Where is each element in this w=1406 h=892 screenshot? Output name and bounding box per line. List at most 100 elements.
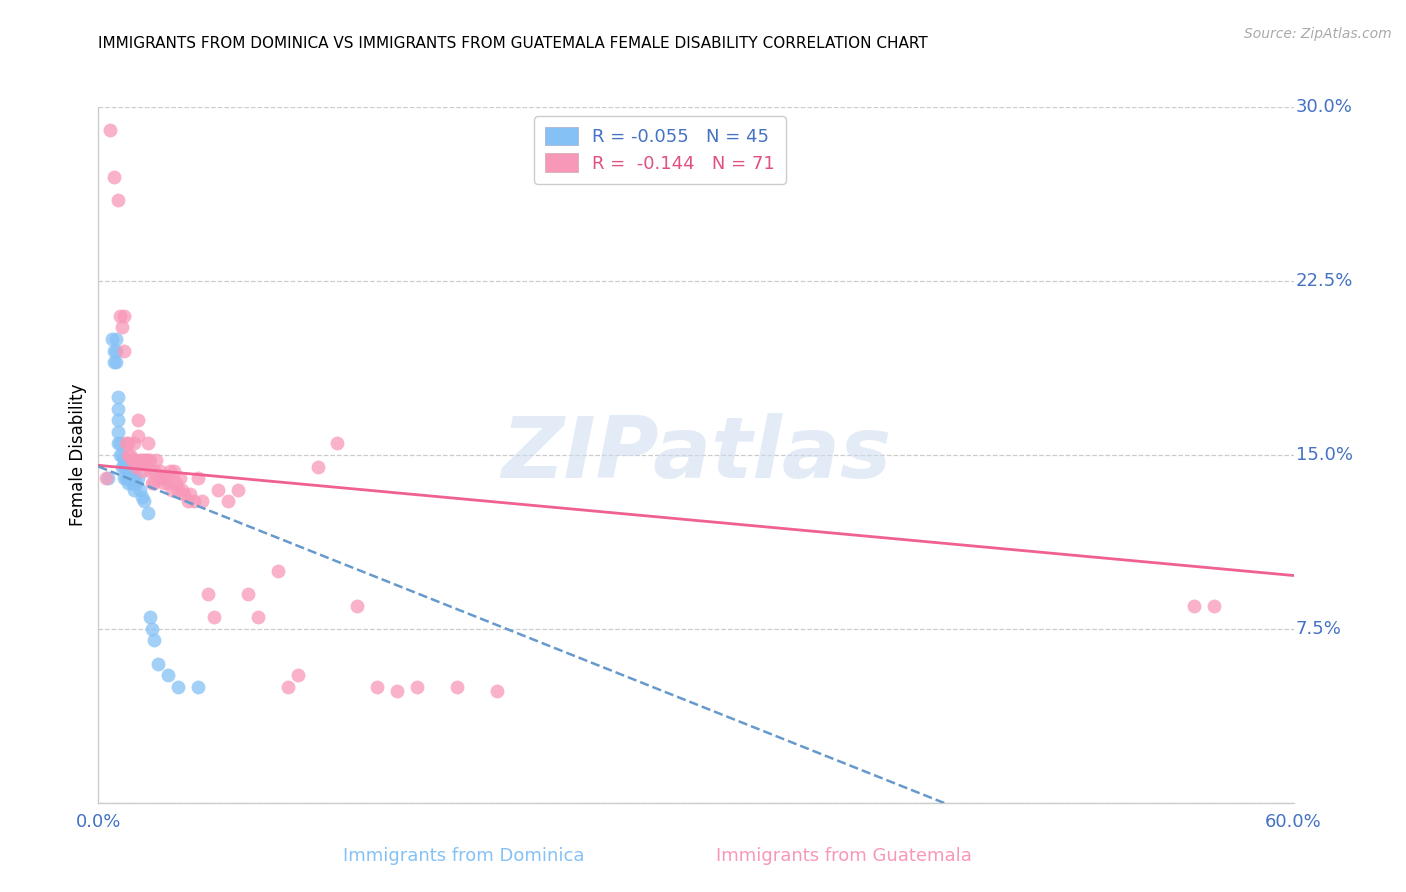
Point [112, 343, 135, 358]
Point [121, 452, 143, 467]
Point [117, 459, 139, 474]
Point [120, 471, 142, 485]
Point [139, 610, 162, 624]
Point [134, 452, 156, 467]
Point [117, 448, 139, 462]
Point [124, 436, 146, 450]
Point [277, 680, 299, 694]
Point [167, 483, 190, 497]
Point [485, 684, 508, 698]
Point [326, 436, 349, 450]
Point [446, 680, 468, 694]
Point [96, 471, 118, 485]
Point [111, 320, 134, 334]
Point [115, 436, 138, 450]
Point [150, 471, 173, 485]
Y-axis label: Female Disability: Female Disability [69, 384, 87, 526]
Point [105, 332, 128, 346]
Point [202, 610, 225, 624]
Point [307, 459, 329, 474]
Point [187, 680, 209, 694]
Point [236, 587, 259, 601]
Point [153, 475, 176, 490]
Point [157, 668, 180, 682]
Point [127, 413, 149, 427]
Point [141, 622, 163, 636]
Point [160, 483, 183, 497]
Point [187, 471, 209, 485]
Point [157, 475, 180, 490]
Text: ZIPatlas: ZIPatlas [501, 413, 891, 497]
Point [148, 657, 170, 671]
Point [125, 459, 148, 474]
Point [131, 452, 153, 467]
Point [346, 599, 368, 613]
Point [124, 452, 146, 467]
Point [110, 448, 132, 462]
Point [98, 123, 122, 137]
Point [110, 309, 132, 323]
Point [149, 464, 172, 478]
Point [267, 564, 290, 578]
Point [112, 471, 135, 485]
Point [107, 413, 129, 427]
Point [105, 343, 128, 358]
Point [125, 452, 148, 467]
Point [406, 680, 429, 694]
Point [191, 494, 214, 508]
Point [121, 475, 143, 490]
Point [115, 471, 138, 485]
Point [139, 464, 162, 478]
Point [148, 471, 170, 485]
Text: 15.0%: 15.0% [1296, 446, 1353, 464]
Point [120, 448, 142, 462]
Point [246, 610, 269, 624]
Point [107, 425, 129, 439]
Point [1202, 599, 1225, 613]
Point [105, 355, 128, 369]
Point [127, 429, 149, 443]
Point [103, 169, 125, 184]
Point [159, 464, 181, 478]
Point [107, 193, 129, 207]
Point [124, 483, 146, 497]
Point [120, 459, 142, 474]
Point [165, 475, 187, 490]
Point [287, 668, 309, 682]
Point [125, 475, 148, 490]
Point [115, 459, 138, 474]
Point [110, 436, 132, 450]
Point [117, 471, 139, 485]
Point [163, 464, 186, 478]
Text: 22.5%: 22.5% [1296, 272, 1354, 290]
Point [103, 355, 125, 369]
Point [117, 475, 139, 490]
Point [136, 452, 159, 467]
Point [136, 436, 159, 450]
Point [117, 436, 139, 450]
Point [112, 459, 135, 474]
Point [143, 633, 166, 648]
Text: IMMIGRANTS FROM DOMINICA VS IMMIGRANTS FROM GUATEMALA FEMALE DISABILITY CORRELAT: IMMIGRANTS FROM DOMINICA VS IMMIGRANTS F… [98, 36, 928, 51]
Point [385, 684, 409, 698]
Point [107, 436, 129, 450]
Point [107, 401, 129, 416]
Point [124, 471, 146, 485]
Point [135, 452, 157, 467]
Point [127, 471, 149, 485]
Point [1182, 599, 1205, 613]
Point [134, 494, 156, 508]
Point [121, 467, 143, 481]
Legend: R = -0.055   N = 45, R =  -0.144   N = 71: R = -0.055 N = 45, R = -0.144 N = 71 [534, 116, 786, 184]
Point [177, 494, 200, 508]
Point [124, 475, 146, 490]
Text: Immigrants from Dominica: Immigrants from Dominica [343, 847, 585, 864]
Point [169, 471, 191, 485]
Point [139, 452, 162, 467]
Point [129, 483, 152, 497]
Point [207, 483, 229, 497]
Point [366, 680, 388, 694]
Point [226, 483, 249, 497]
Point [131, 464, 153, 478]
Point [145, 452, 167, 467]
